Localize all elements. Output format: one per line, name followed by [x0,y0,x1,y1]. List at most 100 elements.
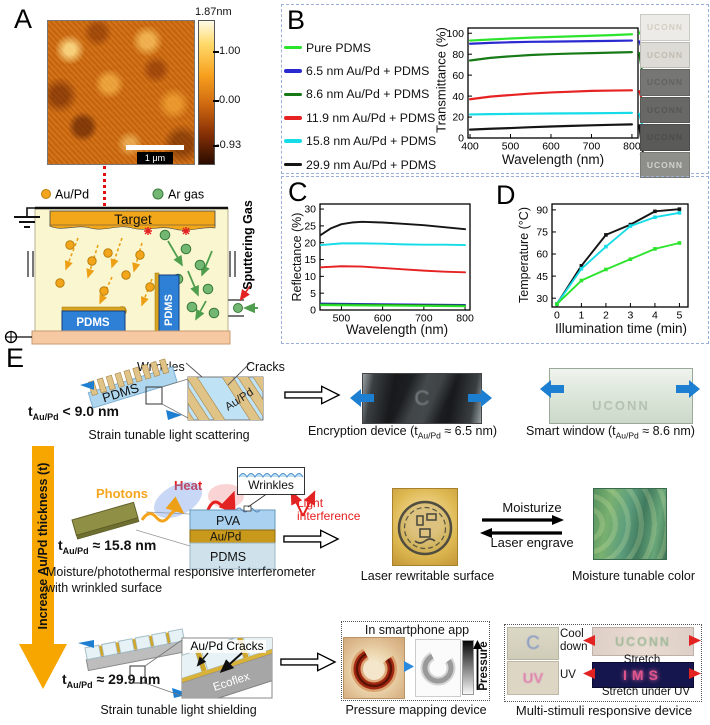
ground-icon [14,216,40,228]
ims-letters: IMS [623,667,663,683]
svg-text:700: 700 [583,141,601,153]
gray-c-mark [420,650,456,686]
wrinkles-callout-box: Wrinkles [237,467,305,495]
colorbar-tick [213,51,219,53]
cooldown-photo: C [507,627,559,660]
stretch-arrow-left-icon [78,640,94,648]
cool-down-label: Cool down [560,628,588,653]
process-arrow-icon [284,385,341,405]
laser-rewritable-caption: Laser rewritable surface [360,569,495,583]
process-arrow-icon [280,652,337,672]
colorbar-tick-label: 1.00 [219,45,241,57]
row3-caption: Strain tunable light shielding [100,703,257,717]
legend-swatch [284,92,302,97]
uv-letters: UV [522,669,544,687]
stretch-arrow-right-icon [468,389,492,407]
afm-image: 1 μm [47,20,195,165]
encryption-device-caption: Encryption device (tAu/Pd ≈ 6.5 nm) [307,424,498,441]
heat-label: Heat [174,478,202,493]
smart-window-caption: Smart window (tAu/Pd ≈ 8.6 nm) [526,424,695,441]
temperature-ylabel: Temperature (°C) [517,207,531,303]
uv-photo: UV [507,661,559,695]
legend-item: 15.8 nm Au/Pd + PDMS [284,130,436,153]
svg-text:90: 90 [536,205,548,217]
pdms-layer-label: PDMS [210,550,246,564]
sample-photo: UCONN [640,69,690,96]
svg-text:600: 600 [374,313,392,325]
engraved-seal-icon [397,500,453,556]
svg-text:2: 2 [603,310,609,322]
heat-wavy-arrow-icon [206,490,236,514]
reflectance-xlabel: Wavelength (nm) [345,322,449,337]
panel-b-label: B [287,5,306,35]
moisture-color-caption: Moisture tunable color [572,569,695,583]
svg-text:80: 80 [452,49,464,61]
legend-swatch [284,116,302,120]
laser-rewritable-photo [392,488,458,566]
legend-swatch [284,45,302,50]
stretch-uv-photo: IMS [592,662,694,688]
svg-text:800: 800 [623,141,641,153]
stretch-under-uv-label: Stretch under UV [601,686,691,698]
panel-d-label: D [496,180,516,210]
svg-text:0: 0 [458,133,464,145]
interference-ray-icon [290,490,304,517]
svg-text:0: 0 [554,310,560,322]
ion-impact-sparks-icon [144,227,190,235]
sample-photo: UCONN [640,124,690,151]
app-transfer-arrow-icon [404,661,414,672]
blue-c-letter: C [526,632,540,654]
svg-text:600: 600 [542,141,560,153]
legend-item: Pure PDMS [284,36,436,59]
legend-label: 6.5 nm Au/Pd + PDMS [306,64,430,79]
iridescent-bands [594,489,666,559]
stretch-photo: UCONN [592,627,694,656]
uconn-letters: UCONN [615,634,671,649]
argas-legend-label: Ar gas [168,188,204,202]
svg-text:25: 25 [304,221,316,233]
sample-photo-stack: UCONN UCONN UCONN UCONN UCONN UCONN [640,14,690,179]
legend-label: 29.9 nm Au/Pd + PDMS [306,157,437,172]
legend-label: 11.9 nm Au/Pd + PDMS [306,110,436,125]
svg-text:800: 800 [456,313,474,325]
aupd-cracks-label: Au/Pd Cracks [190,639,263,653]
reflectance-ylabel: Reflectance (%) [290,212,304,302]
sputtering-gas-label: Sputtering Gas [241,200,255,290]
svg-text:15: 15 [304,254,316,266]
panel-cd-box [281,176,709,344]
transmittance-legend: Pure PDMS 6.5 nm Au/Pd + PDMS 8.6 nm Au/… [284,36,436,176]
colorbar-max-label: 1.87nm [195,6,232,18]
stretch-arrow-right-icon [676,380,700,398]
photons-label: Photons [96,486,148,501]
legend-label: Pure PDMS [306,40,371,55]
panel-a-label: A [14,4,33,34]
pdms-vertical-label: PDMS [163,294,175,326]
thickness-increase-arrow-icon [19,446,67,689]
stretch-arrow-right-icon [172,688,190,698]
multi-stimuli-caption: Multi-stimuli responsive device [515,703,693,718]
moisture-color-photo [593,488,667,560]
red-arrow-left-icon [583,635,595,646]
colorbar-tick-label: -0.93 [216,139,242,151]
svg-text:5: 5 [310,288,316,300]
sample-photo: UCONN [640,96,690,123]
pressure-photo-app [415,639,461,697]
sample-photo: UCONN [640,14,690,41]
legend-swatch [284,162,302,167]
legend-label: 15.8 nm Au/Pd + PDMS [306,134,437,149]
target-label: Target [114,212,152,227]
row1-thickness-label: tAu/Pd < 9.0 nm [28,403,119,422]
wave-pattern-icon [238,473,304,479]
encryption-device-photo: C [362,373,482,424]
svg-text:3: 3 [627,310,633,322]
colorbar-tick-label: 0.00 [219,94,241,106]
cracked-strip-diagram: Ecoflex Au/Pd Cracks [78,628,273,699]
cracks-label: Cracks [246,360,285,374]
electrode-marks [27,251,236,277]
sputtering-diagram: Au/Pd Ar gas Target [4,188,258,345]
legend-swatch [284,69,302,73]
svg-text:100: 100 [446,28,464,40]
svg-text:20: 20 [452,112,464,124]
row2-thickness-label: tAu/Pd ≈ 15.8 nm [58,537,157,556]
